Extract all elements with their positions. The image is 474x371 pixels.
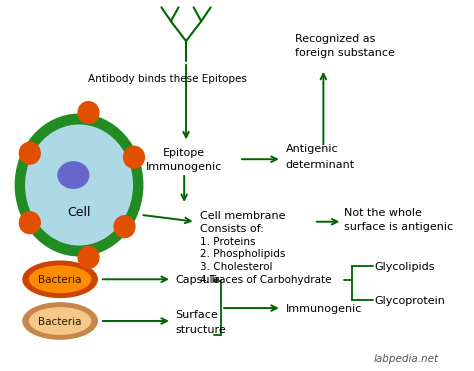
Text: Antigenic: Antigenic xyxy=(285,144,338,154)
Text: 1. Proteins: 1. Proteins xyxy=(201,237,256,247)
Text: Capsule: Capsule xyxy=(176,275,220,285)
Text: Bacteria: Bacteria xyxy=(38,317,82,327)
Circle shape xyxy=(19,212,40,234)
Ellipse shape xyxy=(57,161,90,189)
Text: Bacteria: Bacteria xyxy=(38,275,82,285)
Text: Cell: Cell xyxy=(67,206,91,219)
Text: Epitope: Epitope xyxy=(163,148,205,158)
Text: Recognized as: Recognized as xyxy=(295,34,375,44)
Circle shape xyxy=(78,102,99,124)
Text: Glycolipids: Glycolipids xyxy=(374,262,435,272)
Text: labpedia.net: labpedia.net xyxy=(374,354,439,364)
Text: 2. Phospholipids: 2. Phospholipids xyxy=(201,249,286,259)
Circle shape xyxy=(78,247,99,268)
Text: Surface: Surface xyxy=(176,310,219,320)
Text: Cell membrane: Cell membrane xyxy=(201,211,286,221)
Ellipse shape xyxy=(29,265,91,293)
Text: Immunogenic: Immunogenic xyxy=(285,304,362,314)
Ellipse shape xyxy=(22,260,98,298)
Ellipse shape xyxy=(25,124,133,246)
Circle shape xyxy=(114,216,135,237)
Ellipse shape xyxy=(29,307,91,335)
Text: Immunogenic: Immunogenic xyxy=(146,162,222,172)
Text: 4.Traces of Carbohydrate: 4.Traces of Carbohydrate xyxy=(201,275,332,285)
Circle shape xyxy=(19,142,40,164)
Text: surface is antigenic: surface is antigenic xyxy=(344,222,453,232)
Text: Glycoprotein: Glycoprotein xyxy=(374,296,446,306)
Text: Consists of:: Consists of: xyxy=(201,224,264,234)
Ellipse shape xyxy=(15,114,144,256)
Ellipse shape xyxy=(22,302,98,340)
Text: determinant: determinant xyxy=(285,160,355,170)
Text: 3. Cholesterol: 3. Cholesterol xyxy=(201,262,273,272)
Text: Not the whole: Not the whole xyxy=(344,208,422,218)
Text: Antibody binds these Epitopes: Antibody binds these Epitopes xyxy=(88,74,246,84)
Text: structure: structure xyxy=(176,325,227,335)
Text: foreign substance: foreign substance xyxy=(295,48,395,58)
Circle shape xyxy=(124,146,145,168)
